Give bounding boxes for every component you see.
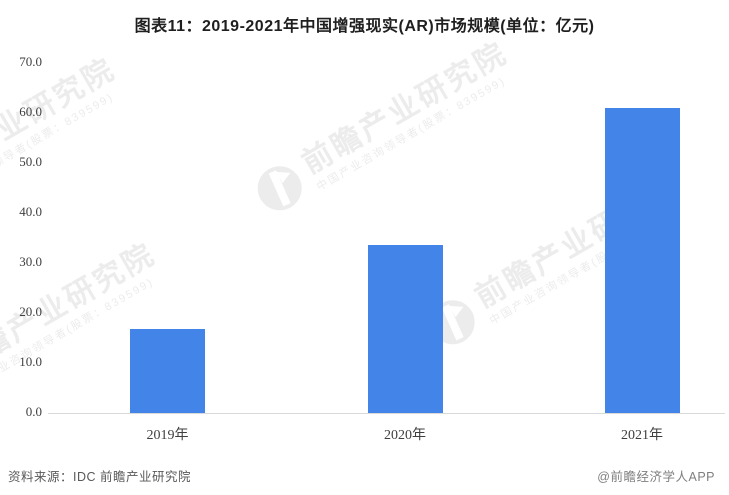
y-axis-tick-label: 40.0 <box>19 204 42 219</box>
bar-2019年 <box>130 329 205 413</box>
x-axis-line <box>48 413 725 414</box>
qianzhan-logo-icon <box>248 156 313 223</box>
watermark-text-small: 中国产业咨询领导者(股票：839599) <box>314 75 508 194</box>
x-axis-label: 2019年 <box>146 428 189 443</box>
y-axis-tick-label: 0.0 <box>25 404 42 419</box>
y-axis-tick-label: 30.0 <box>19 254 42 269</box>
credit-text: @前瞻经济学人APP <box>597 470 715 484</box>
x-axis-label: 2021年 <box>621 428 663 443</box>
source-text: 资料来源：IDC 前瞻产业研究院 <box>8 470 192 484</box>
y-axis-tick-label: 10.0 <box>19 354 42 369</box>
watermark: 前瞻产业研究院 中国产业咨询领导者(股票：839599) <box>243 16 546 232</box>
y-axis-tick-label: 60.0 <box>19 104 42 119</box>
bar-2020年 <box>367 245 443 413</box>
bar-2021年 <box>604 108 680 413</box>
watermark-text-large: 前瞻产业研究院 <box>296 36 514 181</box>
y-axis-tick-label: 50.0 <box>19 154 42 169</box>
x-axis-label: 2020年 <box>384 428 426 443</box>
chart-title: 图表11：2019-2021年中国增强现实(AR)市场规模(单位：亿元) <box>134 18 595 35</box>
y-axis-tick-label: 20.0 <box>19 304 42 319</box>
y-axis-tick-label: 70.0 <box>19 54 42 69</box>
watermark-text-large: 前瞻产业研究院 <box>0 52 122 197</box>
